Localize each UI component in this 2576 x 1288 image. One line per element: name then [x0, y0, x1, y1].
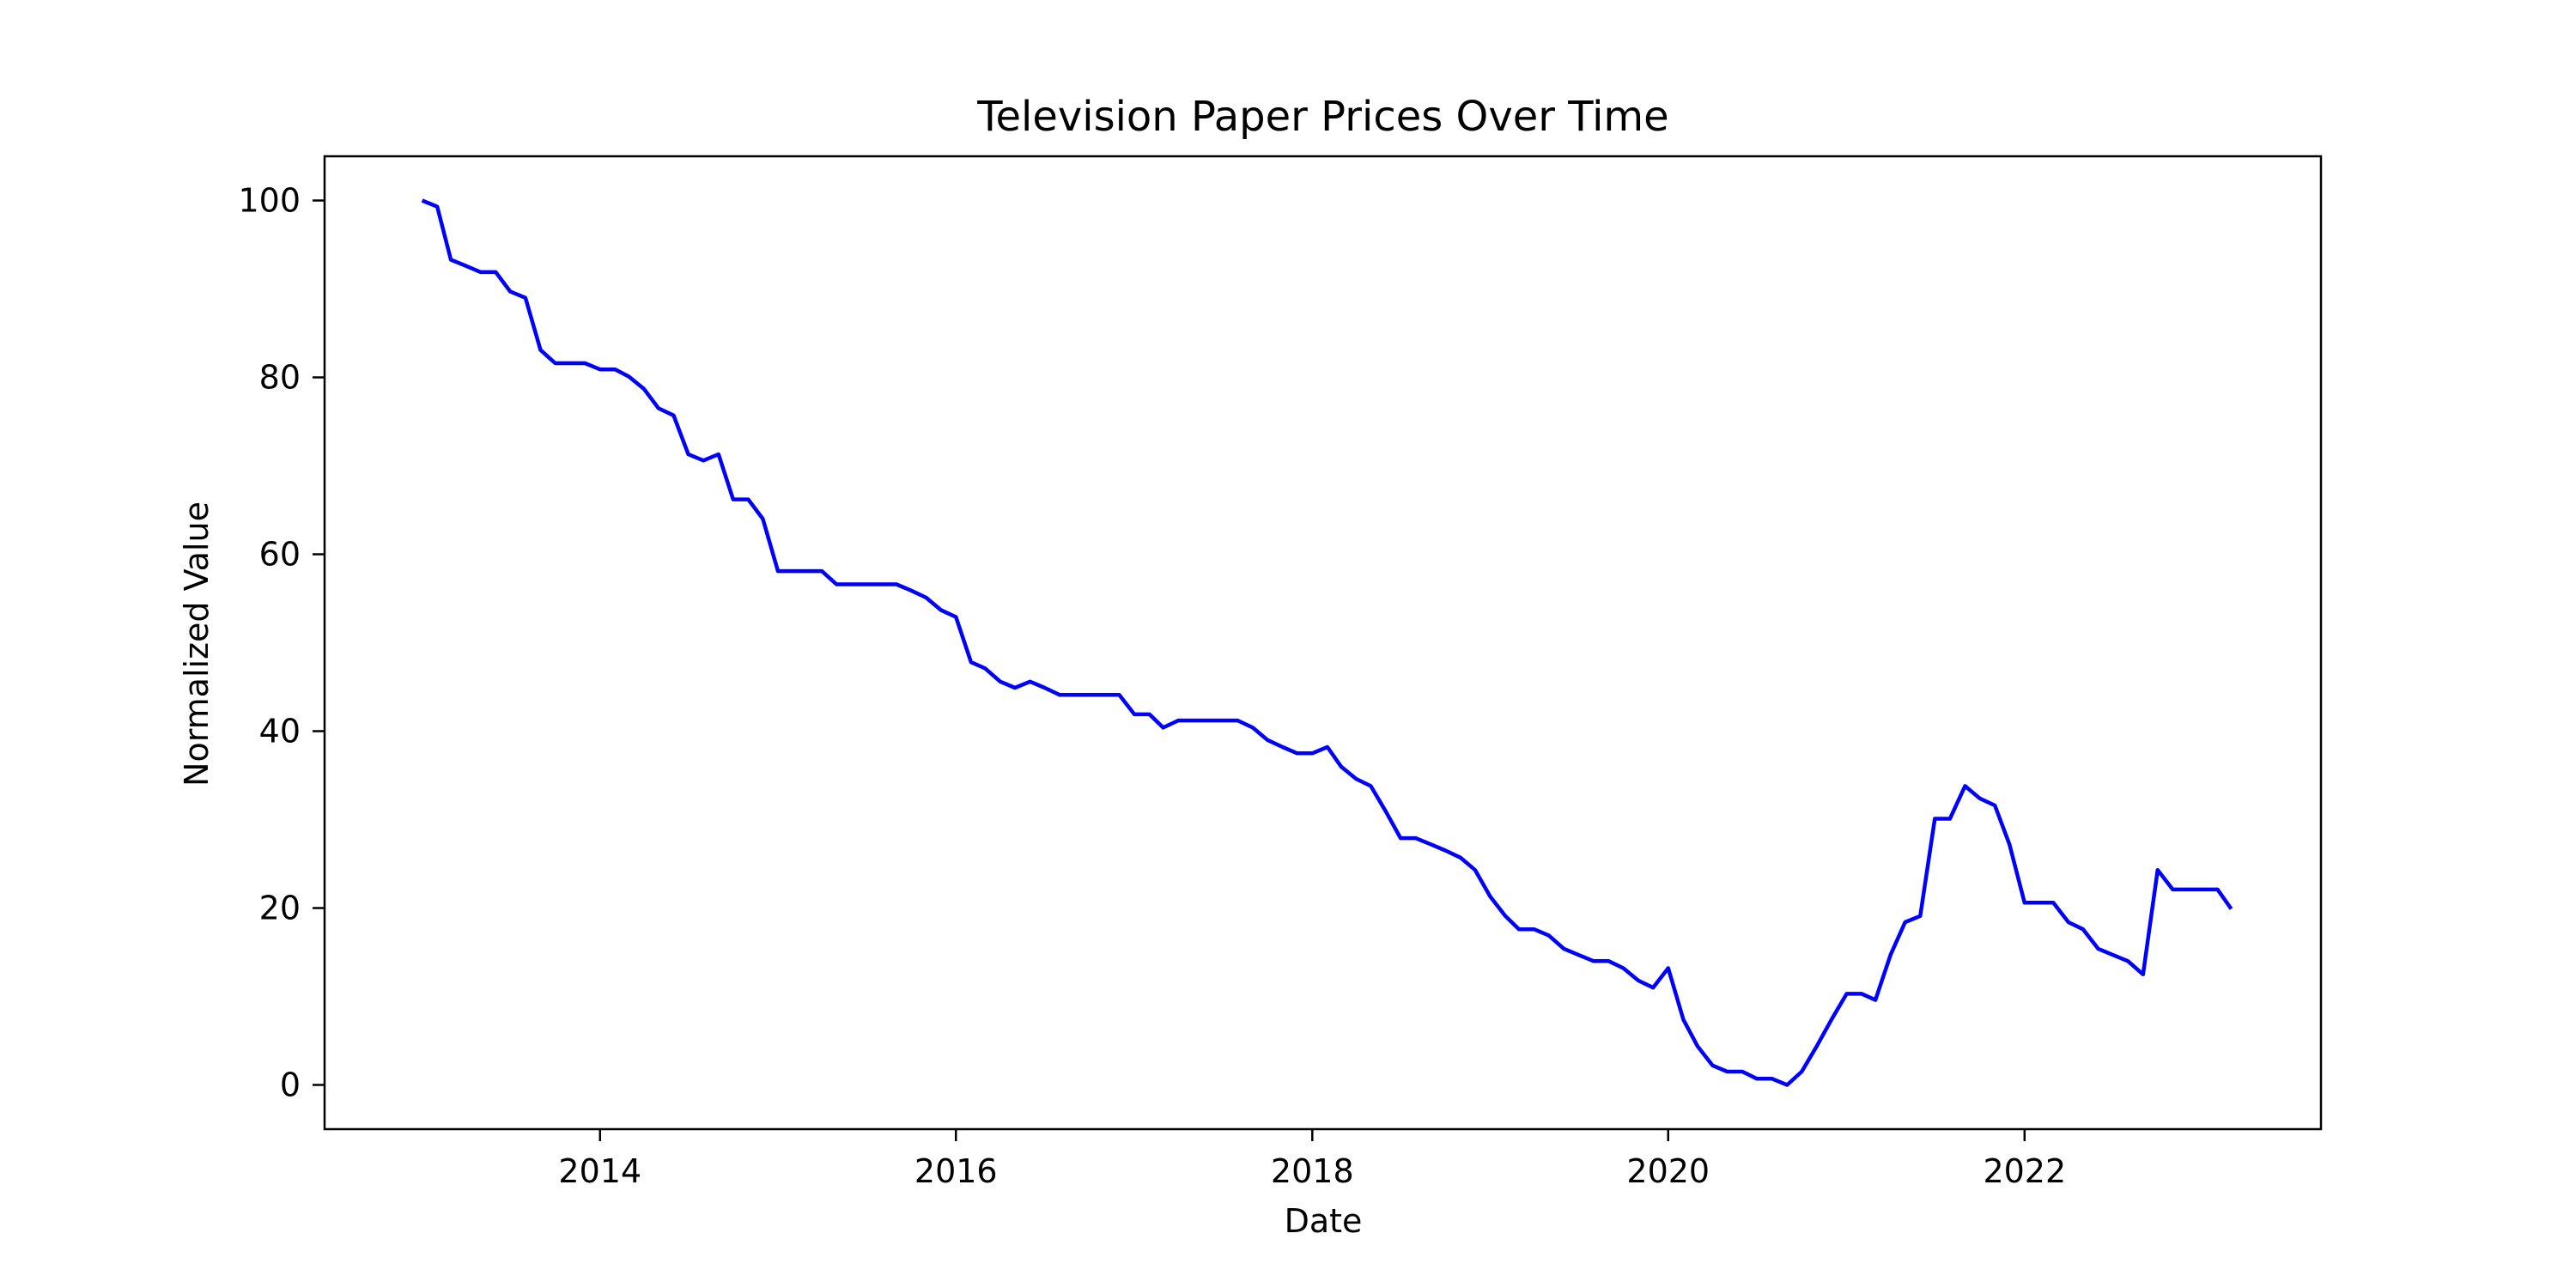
series-layer — [421, 198, 2233, 1087]
y-tick-label: 100 — [238, 182, 301, 220]
series-line — [421, 198, 2233, 1087]
y-tick-label: 20 — [259, 890, 301, 927]
y-axis: 0 20 40 60 80 100 — [238, 182, 325, 1104]
x-tick-label: 2020 — [1626, 1152, 1710, 1190]
plot-frame — [323, 155, 2323, 1131]
x-axis: 2014 2016 2018 2020 2022 — [558, 1129, 2066, 1190]
y-tick-label: 80 — [259, 359, 301, 397]
y-tick-label: 0 — [280, 1066, 301, 1104]
x-axis-label: Date — [1285, 1202, 1363, 1240]
x-tick-label: 2014 — [558, 1152, 641, 1190]
y-axis-label: Normalized Value — [178, 501, 216, 787]
x-tick-label: 2016 — [914, 1152, 998, 1190]
y-tick-label: 40 — [259, 713, 301, 750]
x-tick-label: 2022 — [1983, 1152, 2066, 1190]
chart-title: Television Paper Prices Over Time — [976, 93, 1668, 141]
x-tick-label: 2018 — [1271, 1152, 1354, 1190]
y-tick-label: 60 — [259, 536, 301, 574]
